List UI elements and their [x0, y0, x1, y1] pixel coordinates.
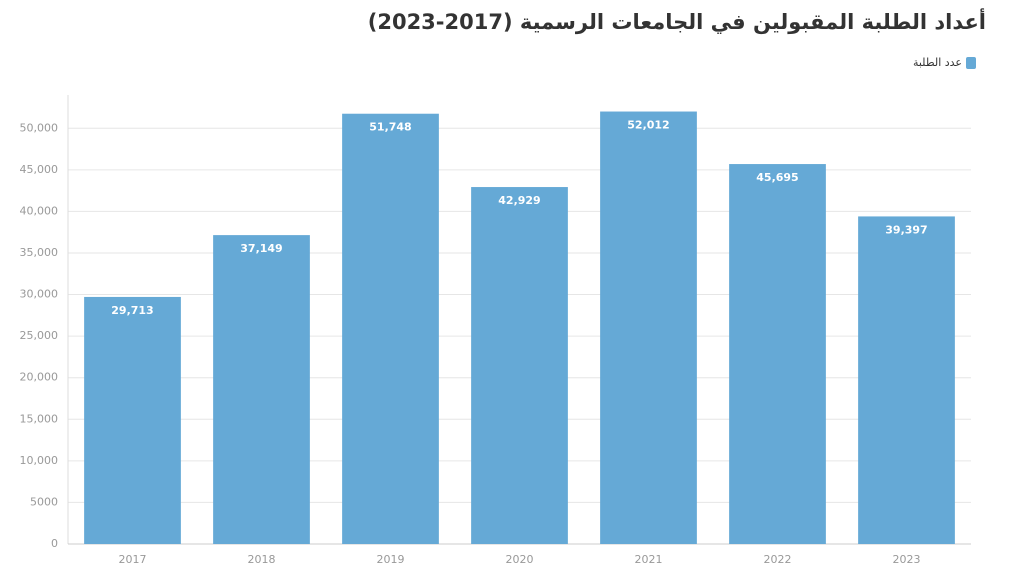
y-tick-label: 0 — [51, 537, 58, 550]
x-tick-label: 2018 — [248, 553, 276, 566]
y-tick-label: 50,000 — [20, 121, 59, 134]
bar — [342, 113, 439, 544]
value-label: 45,695 — [756, 171, 798, 184]
bar — [471, 187, 568, 544]
y-tick-label: 20,000 — [20, 371, 59, 384]
x-tick-label: 2017 — [119, 553, 147, 566]
y-tick-label: 5000 — [30, 495, 58, 508]
value-label: 52,012 — [627, 119, 669, 132]
bar — [600, 111, 697, 545]
y-tick-label: 15,000 — [20, 412, 59, 425]
y-tick-label: 40,000 — [20, 204, 59, 217]
x-tick-label: 2021 — [635, 553, 663, 566]
chart-title: أعداد الطلبة المقبولين في الجامعات الرسم… — [367, 10, 986, 34]
bar — [858, 216, 955, 544]
y-tick-label: 10,000 — [20, 454, 59, 467]
x-tick-label: 2023 — [893, 553, 921, 566]
value-label: 39,397 — [885, 223, 927, 236]
legend-swatch — [966, 56, 976, 69]
x-tick-label: 2022 — [764, 553, 792, 566]
value-label: 29,713 — [111, 304, 153, 317]
legend-label: عدد الطلبة — [912, 56, 962, 69]
y-tick-label: 25,000 — [20, 329, 59, 342]
value-label: 37,149 — [240, 242, 282, 255]
x-tick-label: 2019 — [377, 553, 405, 566]
x-tick-label: 2020 — [506, 553, 534, 566]
y-tick-label: 30,000 — [20, 288, 59, 301]
bar — [729, 164, 826, 544]
y-tick-label: 45,000 — [20, 163, 59, 176]
bar — [213, 235, 310, 544]
value-label: 51,748 — [369, 121, 411, 134]
value-label: 42,929 — [498, 194, 540, 207]
y-tick-label: 35,000 — [20, 246, 59, 259]
bar — [84, 296, 181, 544]
legend[interactable]: عدد الطلبة — [913, 56, 976, 69]
